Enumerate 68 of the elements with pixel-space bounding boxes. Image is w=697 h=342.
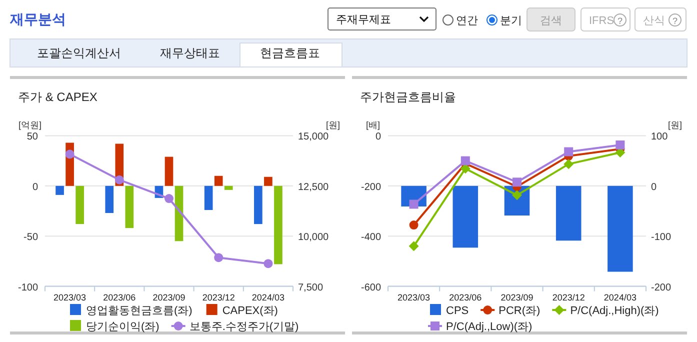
y-tick-label: -100 [18, 282, 38, 294]
bar [105, 186, 114, 214]
x-tick-label: 2024/03 [604, 292, 636, 302]
bar [204, 186, 213, 210]
y2-tick-label: 15,000 [298, 132, 330, 143]
y2-tick-label: 0 [651, 182, 657, 193]
y-axis-title: [억원] [18, 120, 42, 130]
x-tick-label: 2023/03 [54, 292, 86, 302]
y2-tick-label: 100 [651, 132, 668, 143]
bar [214, 176, 223, 186]
x-tick-label: 2024/03 [252, 292, 284, 302]
x-tick-label: 2023/12 [552, 292, 585, 302]
y-tick-label: -200 [360, 182, 382, 193]
point [114, 175, 124, 184]
point [409, 200, 418, 209]
bar [264, 176, 272, 186]
bar [56, 186, 64, 195]
x-tick-label: 2023/09 [152, 292, 186, 302]
bar [164, 156, 174, 186]
legend-label: PCR(좌) [498, 305, 540, 317]
point [460, 156, 470, 166]
bar [274, 186, 282, 264]
y2-tick-label: -100 [651, 232, 672, 244]
y-tick-label: -400 [360, 232, 382, 244]
y-tick-label: 50 [26, 132, 38, 143]
point [164, 194, 174, 204]
legend-label: P/C(Adj.,High)(좌) [570, 305, 659, 317]
point [564, 147, 574, 156]
bar [125, 186, 134, 228]
y-tick-label: 0 [375, 132, 382, 143]
y2-tick-label: 7,500 [298, 282, 324, 294]
y2-axis-title: [원] [668, 120, 682, 130]
point [616, 140, 625, 150]
legend-label: 당기순이익(좌) [86, 321, 160, 333]
legend-label: CPS [446, 305, 469, 317]
point [460, 164, 470, 174]
point [409, 220, 418, 230]
x-tick-label: 2023/06 [103, 292, 136, 302]
chart-title: 주가 & CAPEX [18, 90, 98, 104]
point [214, 253, 224, 262]
x-tick-label: 2023/06 [449, 292, 482, 302]
point [408, 241, 419, 252]
page-controls: 재무분석 주재무제표 연간 분기 검색 IFRS ? 산식 ? 포괄손익계산서 재무상태표 현금흐름표 [10, 8, 688, 68]
x-tick-label: 2023/09 [500, 292, 534, 302]
y-tick-label: -50 [24, 232, 38, 244]
legend-label: CAPEX(좌) [222, 305, 278, 317]
bar [224, 186, 233, 190]
point [65, 150, 74, 159]
point [264, 259, 273, 268]
y2-tick-label: -200 [651, 282, 672, 294]
bar [254, 186, 262, 224]
y2-tick-label: 12,500 [298, 182, 330, 193]
bar [76, 186, 84, 224]
point [512, 178, 522, 187]
y2-tick-label: 10,000 [298, 232, 330, 244]
legend-label: 보통주.수정주가(기말) [189, 321, 299, 333]
legend-label: 영업활동현금흐름(좌) [86, 305, 192, 317]
chart-title: 주가현금흐름비율 [360, 90, 456, 104]
y-tick-label: -600 [360, 282, 382, 294]
x-tick-label: 2023/03 [398, 292, 430, 302]
legend-label: P/C(Adj.,Low)(좌) [446, 321, 532, 333]
point [564, 159, 574, 170]
x-tick-label: 2023/12 [202, 292, 235, 302]
bar [174, 186, 184, 242]
y2-axis-title: [원] [326, 120, 340, 130]
y-tick-label: 0 [32, 182, 38, 193]
y-axis-title: [배] [366, 120, 380, 130]
point [512, 190, 522, 200]
